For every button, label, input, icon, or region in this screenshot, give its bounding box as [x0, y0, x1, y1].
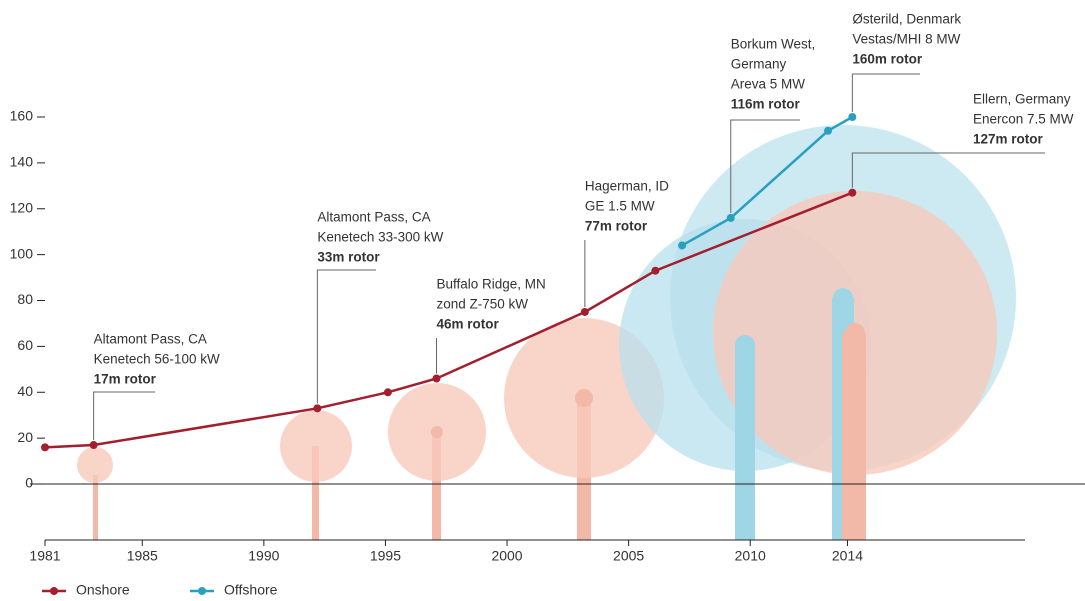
- annotation-rotor: 33m rotor: [317, 250, 380, 265]
- hub: [735, 335, 755, 355]
- legend: Onshore Offshore: [42, 582, 278, 598]
- annotation-text: Altamont Pass, CA: [317, 210, 430, 225]
- annotation-rotor: 127m rotor: [973, 132, 1044, 147]
- y-tick-label: 60: [17, 337, 33, 353]
- annotation-text: Kenetech 56-100 kW: [94, 352, 220, 367]
- y-tick-label: 160: [10, 108, 34, 124]
- x-tick-label: 1981: [29, 548, 60, 564]
- data-point: [313, 404, 321, 412]
- leader-line: [94, 392, 155, 440]
- y-tick-label: 20: [17, 429, 33, 445]
- data-point: [90, 441, 98, 449]
- legend-marker: [50, 587, 58, 595]
- leader-line: [852, 74, 920, 112]
- x-tick-label: 2000: [491, 548, 522, 564]
- data-point: [433, 375, 441, 383]
- chart: Onshore Offshore 0 20 40 60 80 100 120 140 160 198…: [0, 0, 1085, 601]
- data-point: [848, 189, 856, 197]
- annotation-text: Buffalo Ridge, MN: [437, 277, 546, 292]
- y-tick-label: 120: [10, 199, 34, 215]
- hub: [431, 426, 443, 438]
- annotation-rotor: 17m rotor: [94, 372, 157, 387]
- rotor-disc: [77, 447, 113, 483]
- annotation-text: Ellern, Germany: [973, 92, 1071, 107]
- annotation-rotor: 116m rotor: [731, 97, 801, 112]
- x-tick-label: 1995: [370, 548, 401, 564]
- data-point: [678, 241, 686, 249]
- annotation-text: Enercon 7.5 MW: [973, 112, 1074, 127]
- tower: [93, 475, 98, 540]
- x-tick-label: 2005: [613, 548, 644, 564]
- legend-label: Onshore: [76, 582, 130, 598]
- data-point: [824, 127, 832, 135]
- data-point: [848, 113, 856, 121]
- x-tick-label: 2010: [735, 548, 766, 564]
- data-point: [41, 443, 49, 451]
- annotation-text: GE 1.5 MW: [585, 199, 655, 214]
- legend-marker: [198, 587, 206, 595]
- annotation-text: Germany: [731, 57, 787, 72]
- annotation-text: zond Z-750 kW: [437, 297, 529, 312]
- annotation-text: Altamont Pass, CA: [94, 332, 207, 347]
- page: {"chart_data": {"type": "line", "x": [19…: [0, 0, 1085, 601]
- data-point: [651, 267, 659, 275]
- annotation-text: Østerild, Denmark: [852, 12, 961, 27]
- tower: [735, 345, 755, 540]
- y-tick-label: 40: [17, 383, 33, 399]
- annotation-rotor: 160m rotor: [852, 52, 923, 67]
- y-tick-label: 100: [10, 245, 34, 261]
- annotation-text: Borkum West,: [731, 37, 816, 52]
- legend-label: Offshore: [224, 582, 278, 598]
- rotor-disc: [280, 410, 352, 482]
- x-tick-label: 1985: [127, 548, 158, 564]
- x-tick-label: 2014: [832, 548, 863, 564]
- annotation-text: Vestas/MHI 8 MW: [852, 32, 960, 47]
- leader-line: [317, 270, 376, 403]
- y-tick-label: 140: [10, 154, 34, 170]
- data-point: [581, 308, 589, 316]
- annotation-rotor: 46m rotor: [437, 317, 500, 332]
- hub: [833, 288, 853, 308]
- annotation-text: Areva 5 MW: [731, 77, 806, 92]
- data-point: [384, 388, 392, 396]
- annotation-rotor: 77m rotor: [585, 219, 648, 234]
- x-tick-label: 1990: [248, 548, 279, 564]
- hub: [575, 389, 593, 407]
- annotation-text: Hagerman, ID: [585, 179, 669, 194]
- annotation-text: Kenetech 33-300 kW: [317, 230, 443, 245]
- y-tick-label: 0: [25, 475, 33, 491]
- turbine-illustrations: [77, 125, 1016, 540]
- data-point: [727, 214, 735, 222]
- y-tick-label: 80: [17, 291, 33, 307]
- tower: [842, 333, 866, 540]
- hub: [845, 323, 865, 343]
